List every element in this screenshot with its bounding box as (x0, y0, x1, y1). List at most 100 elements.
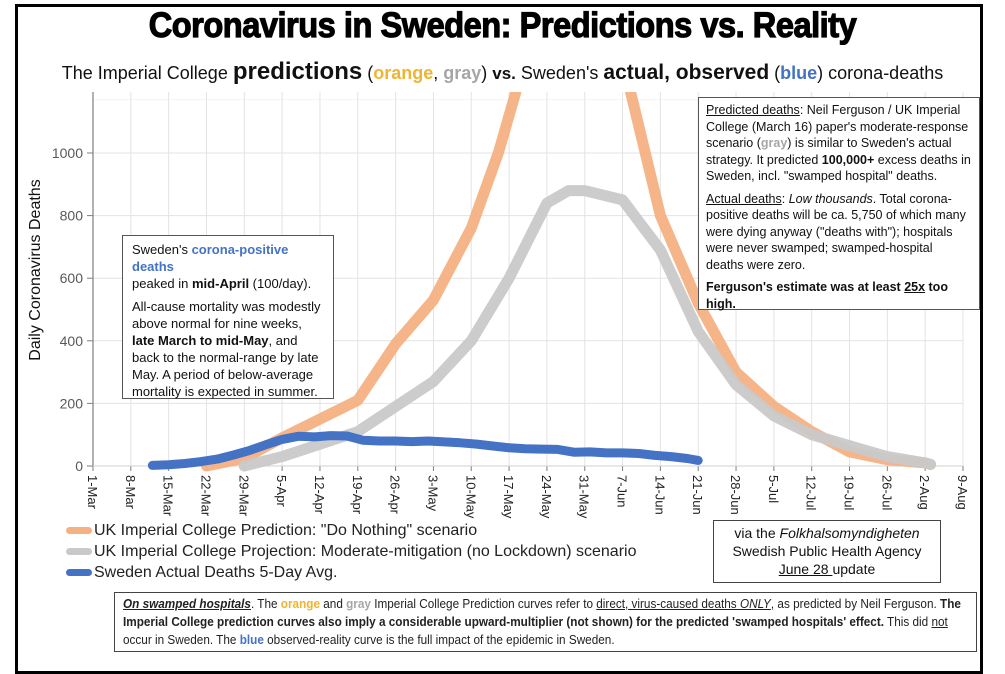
text-italic: Folkhalsomyndigheten (779, 525, 920, 541)
y-axis-label: Daily Coronavirus Deaths (27, 179, 44, 360)
legend: UK Imperial College Prediction: "Do Noth… (66, 520, 636, 583)
subtitle-part: The Imperial College (61, 63, 233, 83)
x-tick-label: 12-Apr (312, 475, 327, 515)
text: observed-reality curve is the full impac… (263, 633, 615, 647)
subtitle-predictions: predictions (232, 58, 363, 85)
text: : Neil Ferguson / UK Imperial College (M… (706, 103, 969, 150)
legend-label: UK Imperial College Projection: Moderate… (94, 542, 637, 560)
source-line-1: via the Folkhalsomyndigheten (714, 524, 940, 542)
text: This did (884, 615, 932, 629)
source-line-3: June 28 update (714, 560, 940, 578)
x-tick-label: 15-Mar (161, 475, 176, 517)
text: ONLY (739, 597, 771, 611)
text: Sweden's (132, 242, 192, 257)
text-underline: 25x (904, 280, 926, 294)
text-gray: gray (760, 136, 788, 150)
x-tick-label: 10-May (463, 475, 478, 519)
series-group (147, 92, 937, 472)
text: Imperial College Prediction curves refer… (370, 597, 597, 611)
subtitle-orange: orange (373, 63, 434, 83)
x-tick-label: 8-Mar (123, 475, 138, 510)
subtitle-part: ( (362, 63, 374, 83)
x-tick-label: 5-Jul (766, 475, 781, 503)
text: and (319, 597, 347, 611)
text-gray: gray (346, 597, 371, 611)
x-tick-label: 26-Apr (388, 475, 403, 515)
y-tick-label: 0 (75, 458, 83, 474)
legend-label: Sweden Actual Deaths 5-Day Avg. (94, 563, 338, 581)
y-tick-label: 1000 (52, 145, 83, 161)
x-tick-label: 19-Apr (350, 475, 365, 515)
series-line-moderate-mitigation (238, 185, 937, 472)
text: . The (250, 597, 281, 611)
text-bold: late March to mid-May (132, 333, 269, 348)
subtitle-part: ) corona-deaths (817, 63, 944, 83)
legend-swatch-orange (66, 527, 92, 534)
x-tick-label: 26-Jul (879, 475, 894, 511)
source-line-2: Swedish Public Health Agency (732, 543, 922, 559)
text: peaked in (132, 276, 192, 291)
subtitle-part: ( (769, 63, 781, 83)
subtitle-part: ) (481, 63, 493, 83)
x-tick-label: 21-Jun (690, 475, 705, 515)
text: direct, virus-caused deaths (596, 597, 740, 611)
text-underline: Predicted deaths (706, 103, 800, 117)
x-tick-label: 19-Jul (842, 475, 857, 511)
legend-item: UK Imperial College Projection: Moderate… (66, 541, 636, 562)
text: , and back to the normal-range by late M… (132, 333, 319, 399)
x-tick-label: 2-Aug (917, 475, 932, 510)
text-orange: orange (280, 597, 320, 611)
text-underline: June 28 (778, 561, 833, 577)
y-tick-label: 400 (60, 333, 84, 349)
x-tick-label: 29-Mar (236, 475, 251, 517)
annotation-left-p1: Sweden's corona-positive deaths peaked in… (132, 241, 324, 292)
subtitle-part: Sweden's (515, 63, 604, 83)
y-tick-label: 600 (60, 270, 84, 286)
text: not (931, 615, 948, 629)
x-tick-label: 1-Mar (85, 475, 100, 510)
text: too high. (706, 280, 948, 311)
annotation-left-p2: All-cause mortality was modestly above n… (132, 298, 324, 400)
x-tick-label: 24-May (539, 475, 554, 519)
text: All-cause mortality was modestly above n… (132, 299, 321, 331)
legend-label: UK Imperial College Prediction: "Do Noth… (94, 521, 478, 539)
note-box: On swamped hospitals. The orange and gra… (114, 592, 977, 652)
y-tick-label: 200 (60, 395, 84, 411)
text: occur in Sweden. The (123, 633, 240, 647)
subtitle-actual: actual, observed (603, 61, 770, 84)
text-bold: The Imperial College prediction curves a… (123, 597, 961, 629)
annotation-right-p3: Ferguson's estimate was at least 25x too… (706, 279, 972, 312)
legend-swatch-blue (66, 569, 92, 576)
source-box: via the Folkhalsomyndigheten Swedish Pub… (713, 520, 941, 583)
text-underline: Actual deaths (706, 191, 782, 206)
chart-subtitle: The Imperial College predictions (orange… (0, 58, 1005, 86)
series-line-sweden-actual (147, 431, 703, 470)
annotation-right-p2: Actual deaths: Low thousands. Total coro… (706, 191, 972, 274)
text: : (781, 191, 789, 206)
text: update (832, 561, 876, 577)
subtitle-vs: vs. (492, 64, 516, 83)
x-tick-label: 5-Apr (274, 475, 289, 507)
x-tick-label: 31-May (577, 475, 592, 519)
x-tick-label: 12-Jul (804, 475, 819, 511)
annotation-right-p1: Predicted deaths: Neil Ferguson / UK Imp… (706, 102, 972, 185)
text: On swamped hospitals (123, 597, 251, 611)
x-tick-label: 22-Mar (198, 475, 213, 517)
line-chart: 0 200 400 600 800 1000 1-Mar 8-Mar 15-Mar 22-Mar 2… (27, 92, 970, 519)
subtitle-gray: gray (443, 63, 482, 83)
x-tick-label: 14-Jun (652, 475, 667, 515)
text: . Total corona-positive deaths will be c… (706, 191, 966, 272)
x-tick-label: 9-Aug (955, 475, 970, 510)
text-bold: 100,000+ (821, 152, 875, 167)
x-tick-label: 28-Jun (728, 475, 743, 515)
text: , as predicted by Neil Ferguson. (770, 597, 941, 611)
text: ) is similar to Sweden's actual strategy… (706, 136, 952, 167)
text-bold: mid-April (192, 276, 250, 291)
axes: 0 200 400 600 800 1000 1-Mar 8-Mar 15-Mar 22-Mar 2… (52, 92, 970, 519)
legend-item: UK Imperial College Prediction: "Do Noth… (66, 520, 636, 541)
text: (100/day). (249, 276, 312, 291)
annotation-left: Sweden's corona-positive deaths peaked in… (122, 235, 334, 399)
annotation-right: Predicted deaths: Neil Ferguson / UK Imp… (698, 97, 980, 312)
subtitle-part: , (433, 63, 444, 83)
chart-title: Coronavirus in Sweden: Predictions vs. R… (148, 5, 857, 45)
